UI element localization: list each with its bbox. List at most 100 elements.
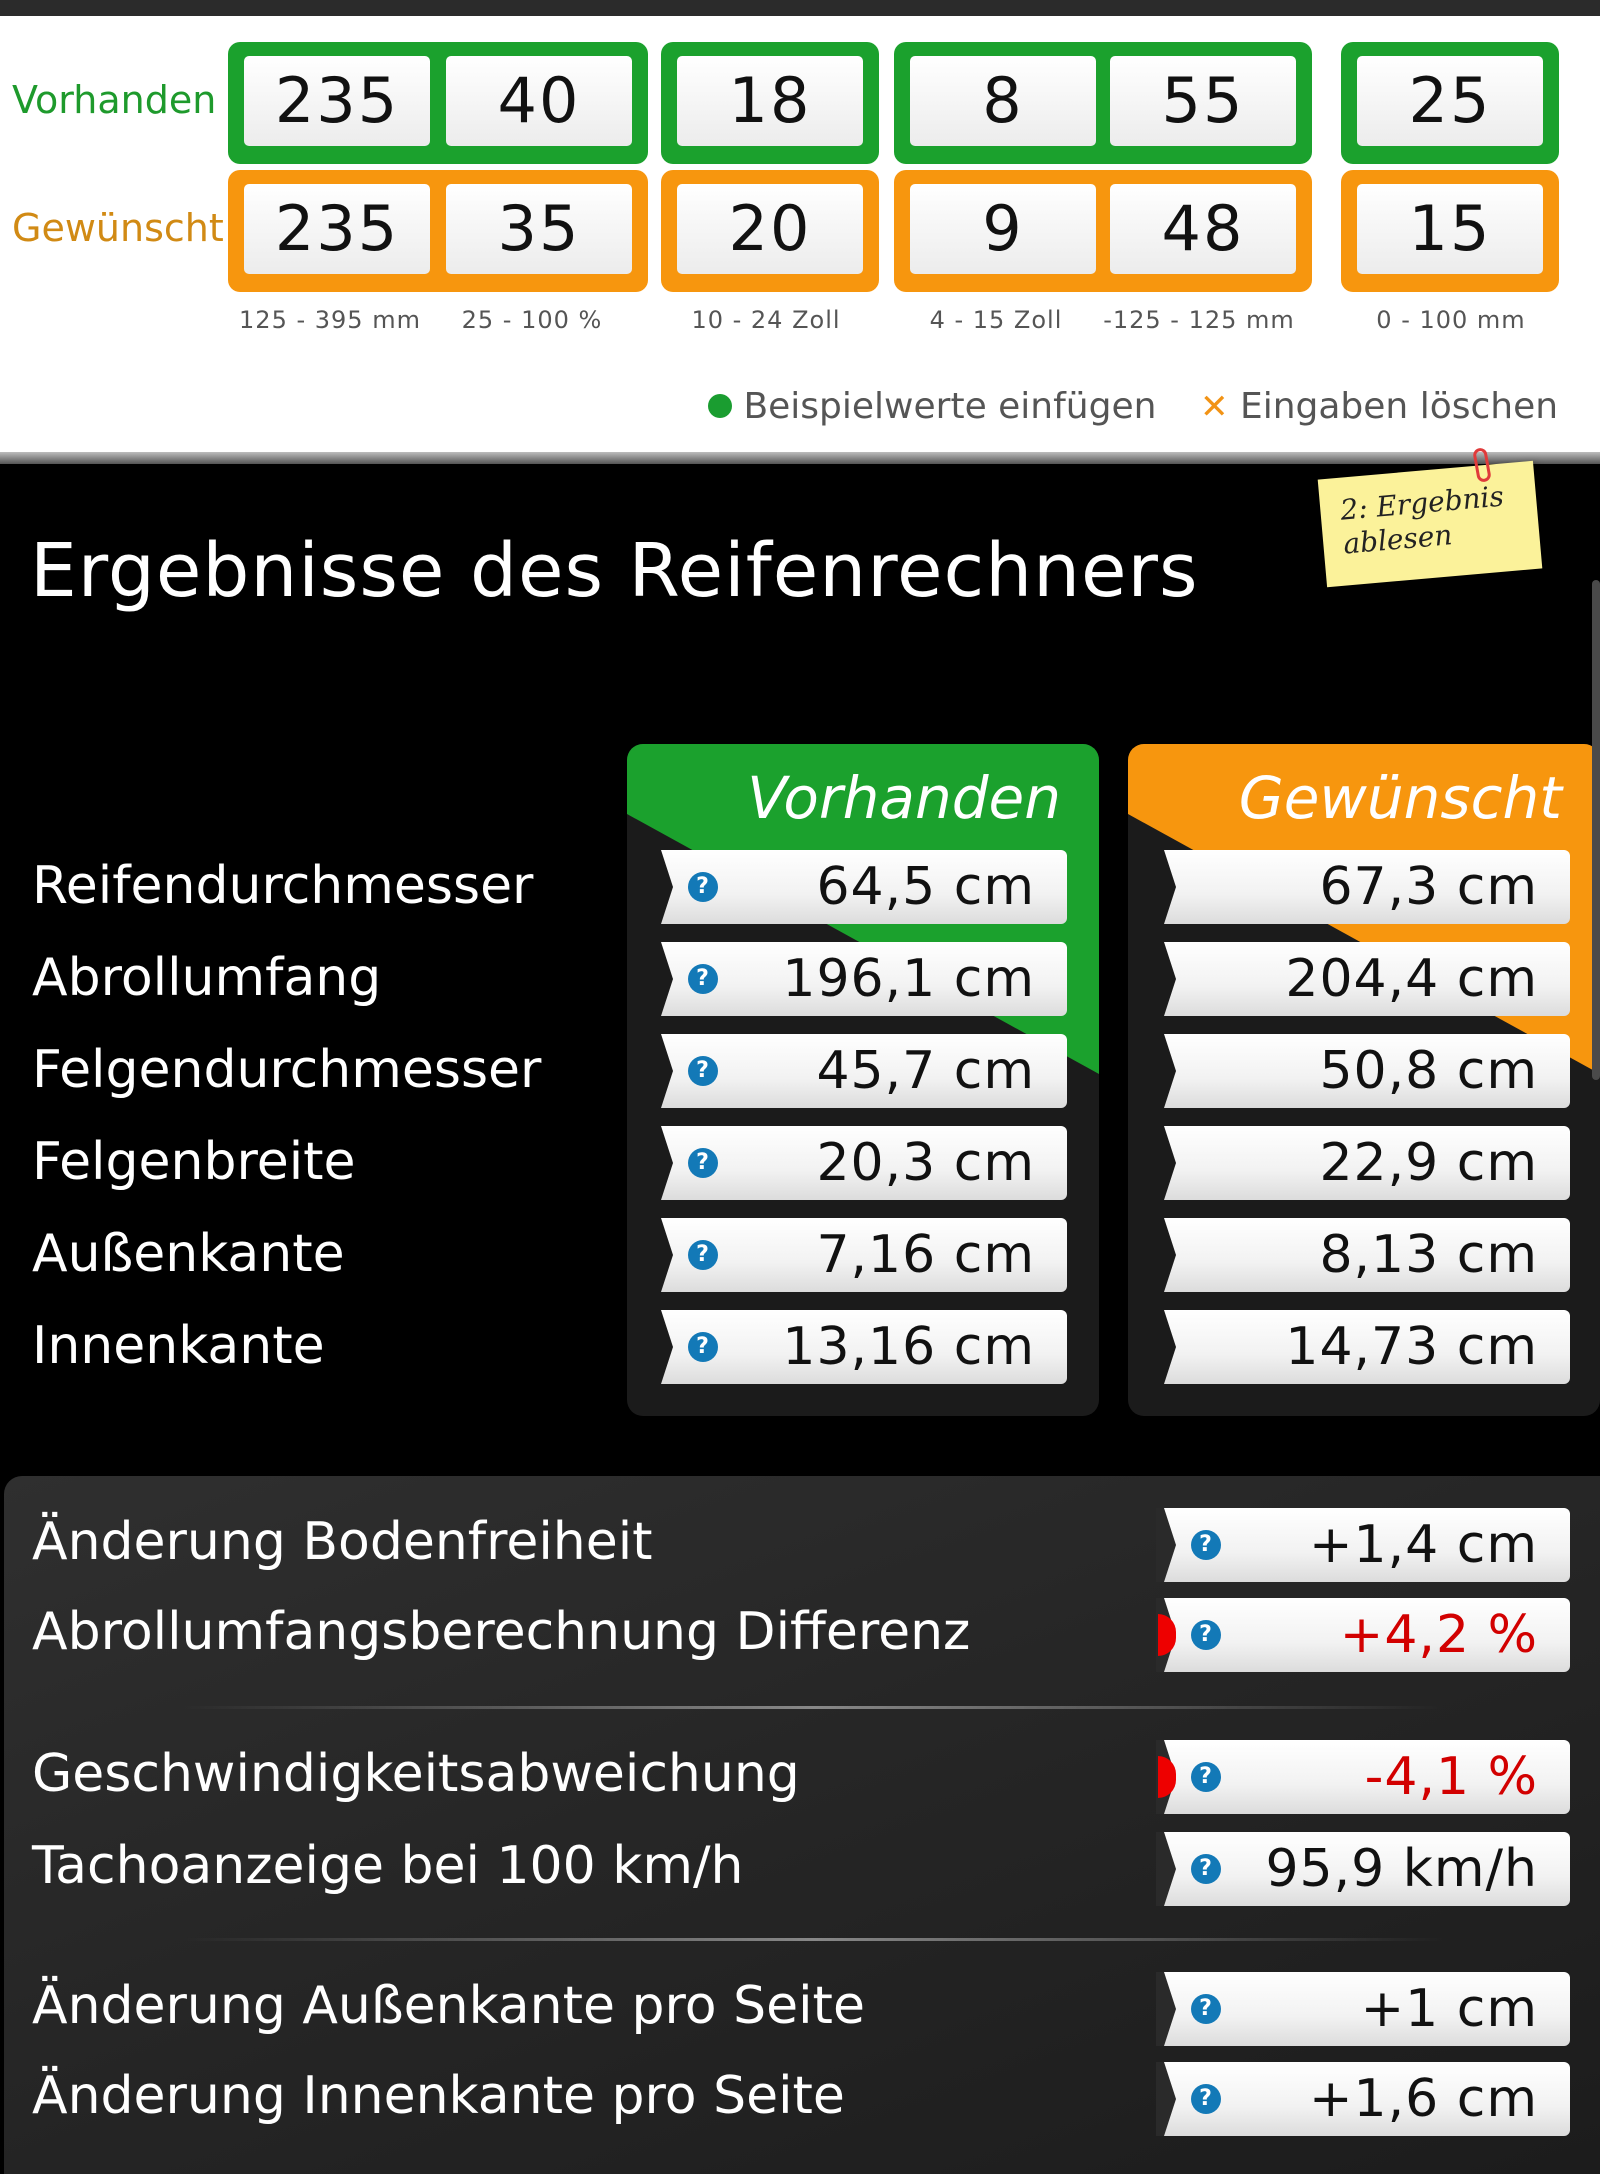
range-distanz: 0 - 100 mm	[1376, 306, 1526, 334]
scrollbar[interactable]	[1592, 580, 1600, 1080]
help-icon[interactable]: ?	[688, 1240, 718, 1270]
input-vorhanden-felgenbreite[interactable]	[910, 56, 1096, 146]
result-value-text: 67,3 cm	[1319, 857, 1538, 917]
result-value-vorhanden: ? 64,5 cm	[653, 850, 1067, 924]
group-gewuenscht-zoll	[661, 170, 879, 292]
help-icon[interactable]: ?	[1191, 2084, 1221, 2114]
result-value-text: 204,4 cm	[1285, 949, 1538, 1009]
result-row-label: Innenkante	[32, 1316, 325, 1376]
input-gewuenscht-et[interactable]	[1110, 184, 1296, 274]
divider	[184, 1706, 1444, 1709]
result-value-vorhanden: ? 13,16 cm	[653, 1310, 1067, 1384]
result-value-gewuenscht: 22,9 cm	[1156, 1126, 1570, 1200]
result-value-text: 22,9 cm	[1319, 1133, 1538, 1193]
divider	[184, 1938, 1444, 1941]
result-value-text: 13,16 cm	[782, 1317, 1035, 1377]
change-value-text: -4,1 %	[1364, 1747, 1538, 1807]
change-label: Änderung Außenkante pro Seite	[32, 1976, 865, 2036]
result-value-text: 8,13 cm	[1319, 1225, 1538, 1285]
result-value-vorhanden: ? 45,7 cm	[653, 1034, 1067, 1108]
result-value-text: 45,7 cm	[816, 1041, 1035, 1101]
row-label-vorhanden: Vorhanden	[12, 78, 217, 122]
help-icon[interactable]: ?	[688, 872, 718, 902]
help-icon[interactable]: ?	[688, 1056, 718, 1086]
change-value: ? +1,6 cm	[1156, 2062, 1570, 2136]
input-vorhanden-distanz[interactable]	[1357, 56, 1543, 146]
help-icon[interactable]: ?	[1191, 1620, 1221, 1650]
input-vorhanden-et[interactable]	[1110, 56, 1296, 146]
result-row-label: Reifendurchmesser	[32, 856, 534, 916]
group-gewuenscht-distanz	[1341, 170, 1559, 292]
result-value-text: 64,5 cm	[816, 857, 1035, 917]
example-values-link[interactable]: Beispielwerte einfügen	[708, 386, 1156, 427]
results-title: Ergebnisse des Reifenrechners	[30, 528, 1199, 614]
group-vorhanden-distanz	[1341, 42, 1559, 164]
result-row-label: Felgendurchmesser	[32, 1040, 542, 1100]
change-label: Änderung Innenkante pro Seite	[32, 2066, 845, 2126]
help-icon[interactable]: ?	[1191, 1854, 1221, 1884]
group-vorhanden-zoll	[661, 42, 879, 164]
change-value: ? +1,4 cm	[1156, 1508, 1570, 1582]
range-felgenbreite: 4 - 15 Zoll	[929, 306, 1063, 334]
change-value-text: +1,6 cm	[1308, 2069, 1538, 2129]
result-value-gewuenscht: 14,73 cm	[1156, 1310, 1570, 1384]
result-value-gewuenscht: 204,4 cm	[1156, 942, 1570, 1016]
range-breite: 125 - 395 mm	[239, 306, 421, 334]
change-value-text: 95,9 km/h	[1265, 1839, 1538, 1899]
change-value-text: +4,2 %	[1339, 1605, 1538, 1665]
result-value-text: 7,16 cm	[816, 1225, 1035, 1285]
change-label: Geschwindigkeitsabweichung	[32, 1744, 800, 1804]
column-header-gewuenscht: Gewünscht	[1238, 764, 1562, 832]
changes-panel	[4, 1476, 1600, 2174]
group-vorhanden-felge	[894, 42, 1312, 164]
input-gewuenscht-breite[interactable]	[244, 184, 430, 274]
help-icon[interactable]: ?	[1191, 1762, 1221, 1792]
result-value-gewuenscht: 67,3 cm	[1156, 850, 1570, 924]
input-gewuenscht-felgenbreite[interactable]	[910, 184, 1096, 274]
top-strip	[0, 0, 1600, 16]
result-value-text: 50,8 cm	[1319, 1041, 1538, 1101]
input-gewuenscht-querschnitt[interactable]	[446, 184, 632, 274]
change-label: Tachoanzeige bei 100 km/h	[32, 1836, 744, 1896]
result-value-text: 196,1 cm	[782, 949, 1035, 1009]
example-values-label: Beispielwerte einfügen	[743, 386, 1157, 427]
range-zoll: 10 - 24 Zoll	[691, 306, 841, 334]
change-value-text: +1,4 cm	[1308, 1515, 1538, 1575]
group-gewuenscht-reifen	[228, 170, 648, 292]
result-value-text: 20,3 cm	[816, 1133, 1035, 1193]
group-vorhanden-reifen	[228, 42, 648, 164]
sticky-note: 2: Ergebnis ablesen	[1317, 460, 1543, 588]
result-value-vorhanden: ? 7,16 cm	[653, 1218, 1067, 1292]
green-dot-icon	[708, 394, 732, 418]
input-gewuenscht-distanz[interactable]	[1357, 184, 1543, 274]
help-icon[interactable]: ?	[688, 1148, 718, 1178]
result-value-vorhanden: ? 20,3 cm	[653, 1126, 1067, 1200]
change-value: ? +4,2 %	[1156, 1598, 1570, 1672]
warning-marker	[1158, 1756, 1176, 1798]
change-value: ? +1 cm	[1156, 1972, 1570, 2046]
help-icon[interactable]: ?	[688, 1332, 718, 1362]
input-gewuenscht-zoll[interactable]	[677, 184, 863, 274]
input-vorhanden-breite[interactable]	[244, 56, 430, 146]
input-vorhanden-querschnitt[interactable]	[446, 56, 632, 146]
clear-inputs-label: Eingaben löschen	[1239, 386, 1559, 427]
result-row-label: Felgenbreite	[32, 1132, 356, 1192]
change-label: Änderung Bodenfreiheit	[32, 1512, 653, 1572]
close-icon: ✕	[1200, 387, 1229, 427]
range-et: -125 - 125 mm	[1103, 306, 1295, 334]
section-shadow	[0, 452, 1600, 464]
result-value-vorhanden: ? 196,1 cm	[653, 942, 1067, 1016]
group-gewuenscht-felge	[894, 170, 1312, 292]
help-icon[interactable]: ?	[688, 964, 718, 994]
help-icon[interactable]: ?	[1191, 1530, 1221, 1560]
input-vorhanden-zoll[interactable]	[677, 56, 863, 146]
result-value-gewuenscht: 8,13 cm	[1156, 1218, 1570, 1292]
result-row-label: Außenkante	[32, 1224, 345, 1284]
help-icon[interactable]: ?	[1191, 1994, 1221, 2024]
change-value-text: +1 cm	[1360, 1979, 1538, 2039]
change-value: ? 95,9 km/h	[1156, 1832, 1570, 1906]
result-value-text: 14,73 cm	[1285, 1317, 1538, 1377]
change-label: Abrollumfangsberechnung Differenz	[32, 1602, 971, 1662]
clear-inputs-link[interactable]: ✕ Eingaben löschen	[1200, 386, 1558, 427]
result-row-label: Abrollumfang	[32, 948, 382, 1008]
